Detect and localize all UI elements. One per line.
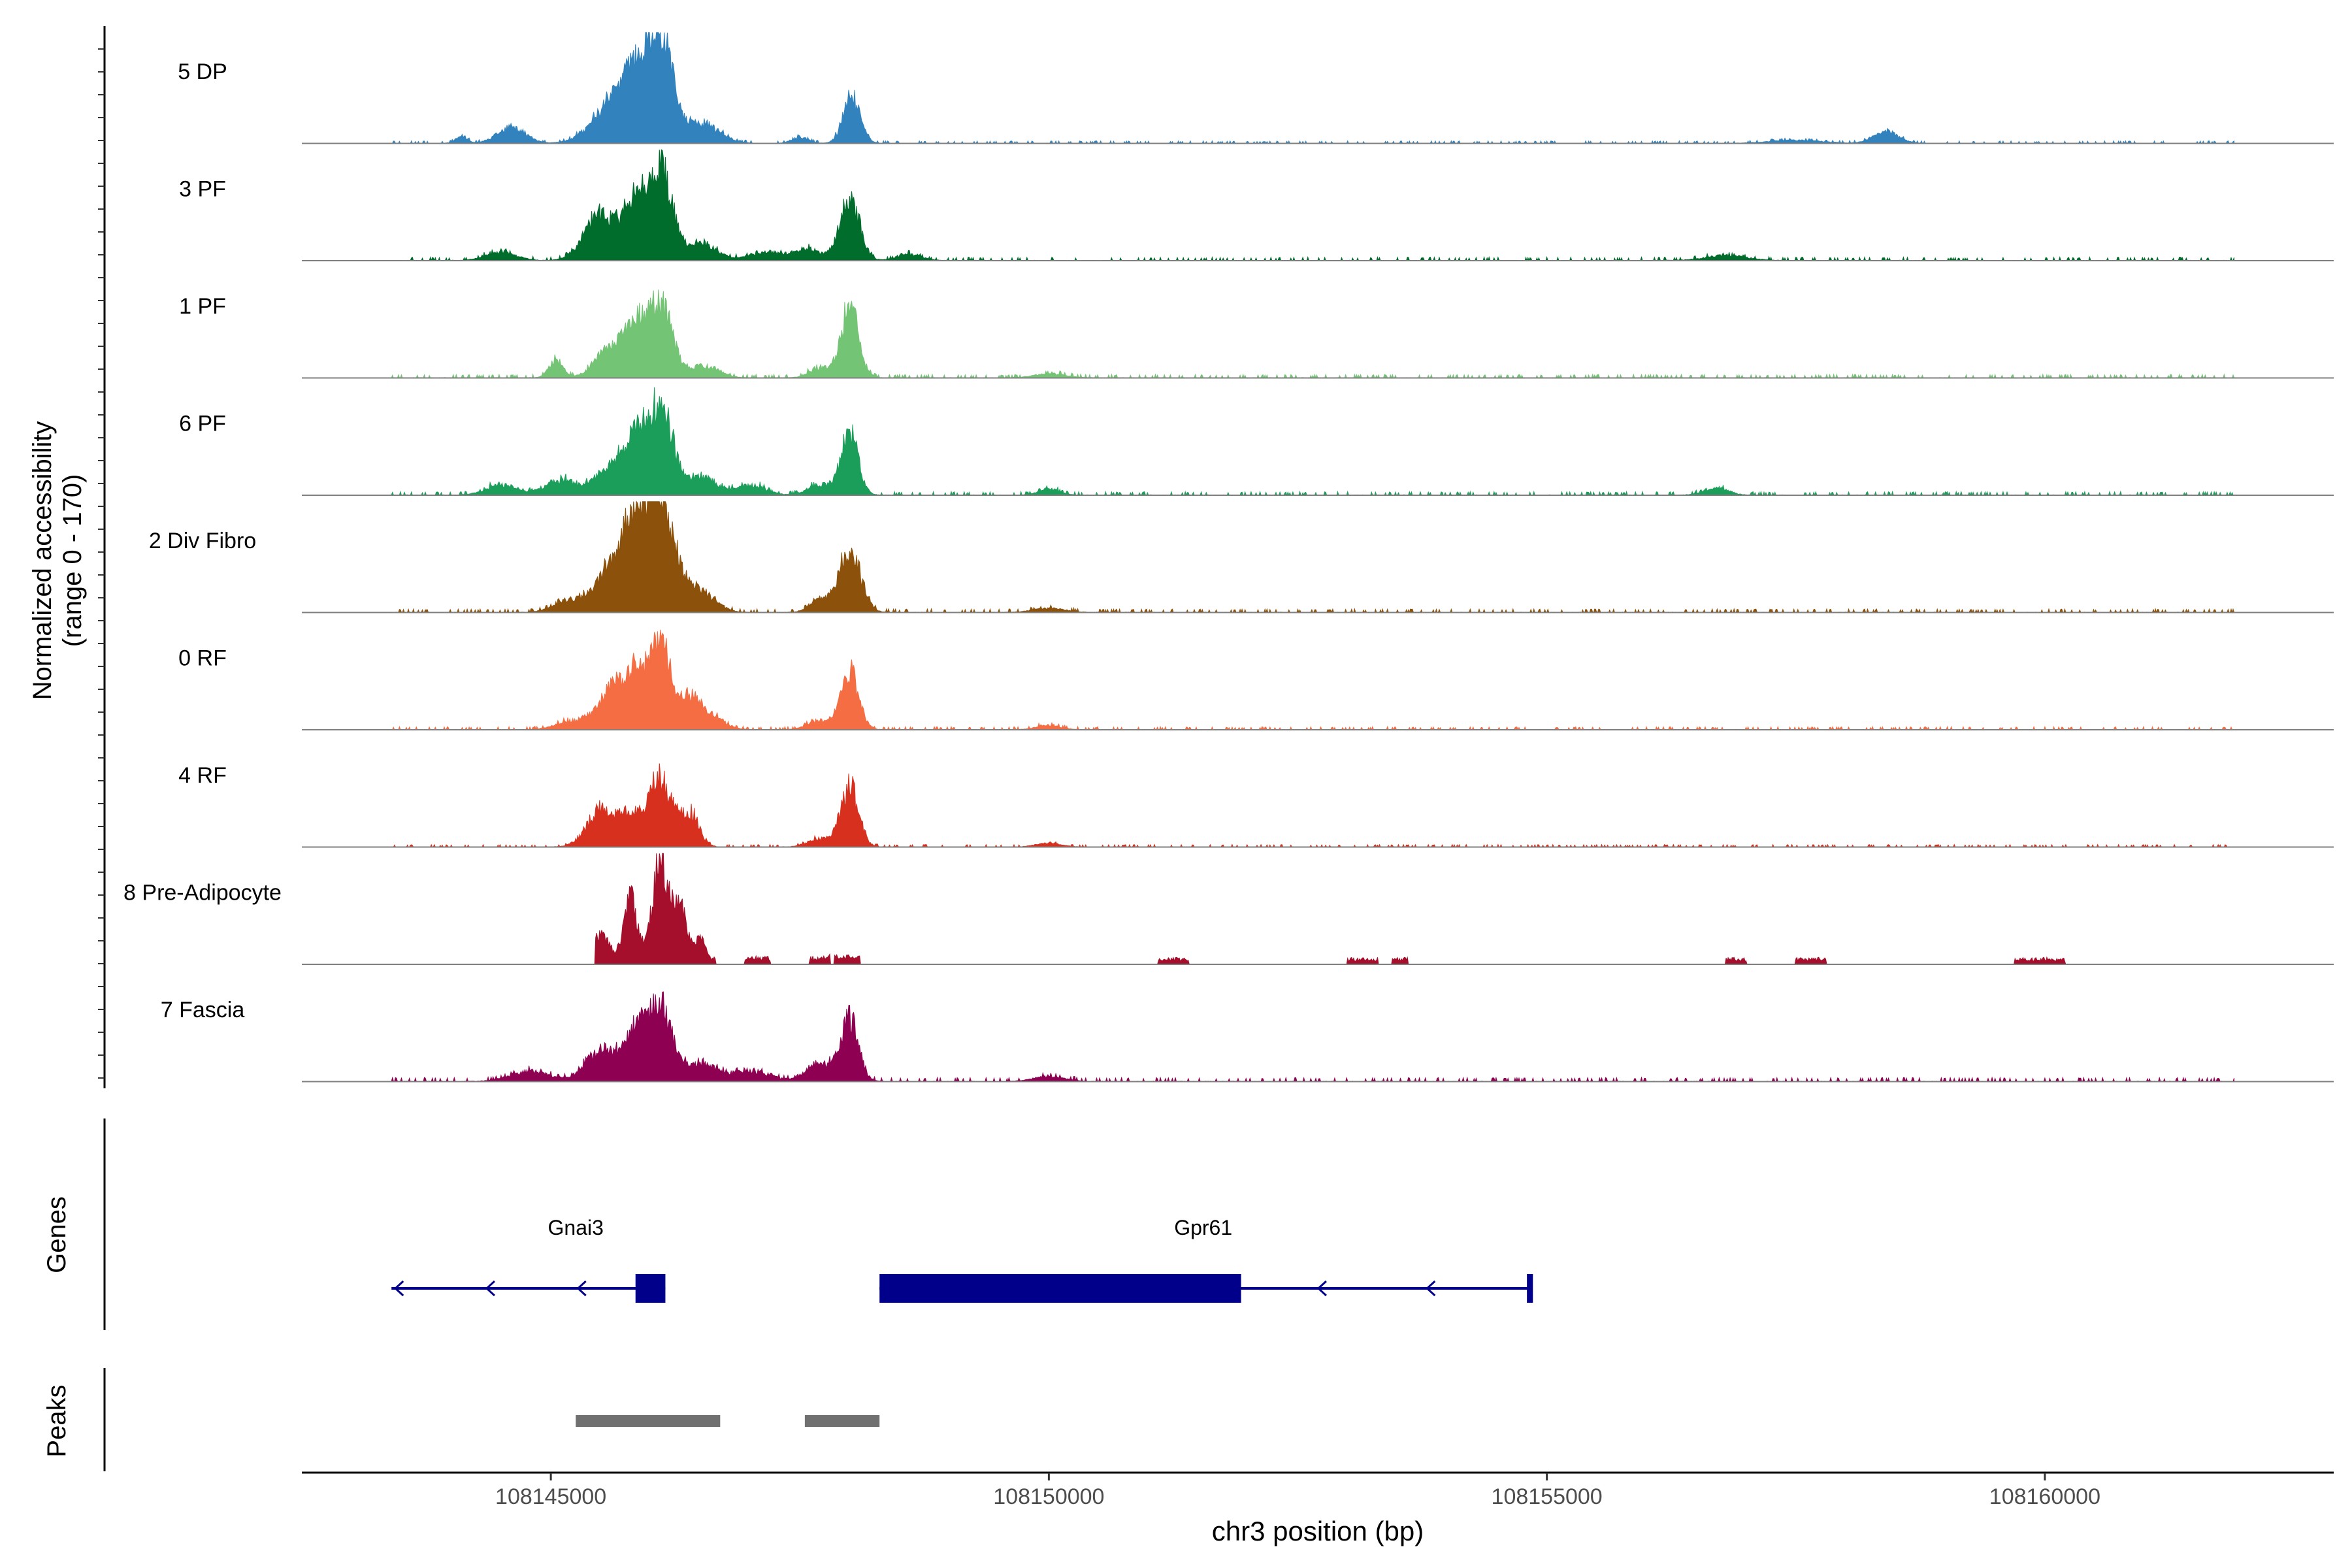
gene-exon <box>879 1274 1241 1303</box>
track-label: 7 Fascia <box>161 998 245 1022</box>
strand-arrow <box>1426 1280 1436 1297</box>
track-7: 8 Pre-Adipocyte <box>123 853 2334 965</box>
y-axis-title-line-2: (range 0 - 170) <box>58 474 87 647</box>
track-5: 0 RF <box>178 629 2334 731</box>
strand-arrow <box>485 1280 495 1297</box>
genes-track-label: Genes <box>42 1196 71 1273</box>
track-label: 5 DP <box>178 59 227 84</box>
track-6: 4 RF <box>178 763 2334 848</box>
x-axis-title: chr3 position (bp) <box>1212 1516 1424 1546</box>
peak-region <box>576 1415 721 1427</box>
track-label: 6 PF <box>179 411 226 436</box>
coverage-area <box>391 853 2234 965</box>
track-3: 6 PF <box>179 387 2334 497</box>
coverage-area <box>391 991 2234 1083</box>
x-tick-label: 108160000 <box>1989 1484 2100 1509</box>
track-1: 3 PF <box>179 149 2334 262</box>
track-8: 7 Fascia <box>161 991 2334 1083</box>
coverage-area <box>391 387 2234 497</box>
coverage-area <box>391 500 2235 614</box>
coverage-area <box>391 149 2234 262</box>
gene-name-label: Gnai3 <box>548 1216 604 1239</box>
y-axis-title-line-1: Normalized accessibility <box>28 421 57 700</box>
coverage-area <box>391 32 2234 144</box>
track-label: 1 PF <box>179 294 226 319</box>
track-label: 2 Div Fibro <box>149 529 256 553</box>
track-0: 5 DP <box>178 32 2334 144</box>
coverage-area <box>391 289 2234 380</box>
peak-region <box>804 1415 880 1427</box>
x-tick-label: 108145000 <box>495 1484 606 1509</box>
strand-arrow <box>1316 1280 1327 1297</box>
axes: 108145000 108150000 108155000 108160000 <box>98 26 2334 1509</box>
strand-arrow <box>576 1280 587 1297</box>
gene-annotation-track: Gnai3 Gpr61 <box>391 1216 1533 1303</box>
coverage-area <box>391 763 2234 848</box>
track-label: 3 PF <box>179 176 226 201</box>
gene-exon <box>635 1274 666 1303</box>
track-label: 4 RF <box>178 763 227 788</box>
gene-gpr61: Gpr61 <box>879 1216 1533 1303</box>
track-label: 8 Pre-Adipocyte <box>123 880 282 905</box>
gene-name-label: Gpr61 <box>1174 1216 1232 1239</box>
x-tick-label: 108150000 <box>993 1484 1104 1509</box>
coverage-area <box>391 629 2234 731</box>
coverage-tracks: 5 DP 3 PF 1 PF 6 PF 2 Div Fibro 0 RF 4 RF 8 Pre… <box>123 32 2334 1083</box>
track-label: 0 RF <box>178 645 227 670</box>
peaks-track <box>576 1415 880 1427</box>
x-tick-label: 108155000 <box>1492 1484 1603 1509</box>
peaks-track-label: Peaks <box>42 1384 71 1457</box>
track-2: 1 PF <box>179 289 2334 380</box>
strand-arrow <box>393 1280 404 1297</box>
track-4: 2 Div Fibro <box>149 500 2334 614</box>
gene-gnai3: Gnai3 <box>391 1216 666 1303</box>
gene-exon <box>1527 1274 1533 1303</box>
